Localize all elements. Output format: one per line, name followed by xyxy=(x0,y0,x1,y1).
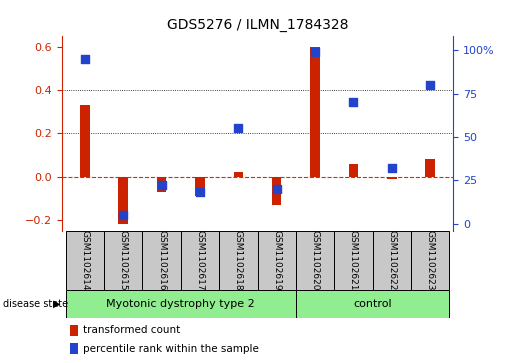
Bar xyxy=(296,231,334,290)
Text: transformed count: transformed count xyxy=(83,325,181,335)
Bar xyxy=(258,231,296,290)
Bar xyxy=(70,343,78,354)
Bar xyxy=(272,176,282,205)
Bar xyxy=(425,159,435,176)
Bar xyxy=(310,47,320,176)
Bar xyxy=(70,325,78,337)
Bar xyxy=(296,290,450,318)
Bar xyxy=(219,231,258,290)
Text: control: control xyxy=(353,299,392,309)
Text: percentile rank within the sample: percentile rank within the sample xyxy=(83,343,259,354)
Bar xyxy=(181,231,219,290)
Bar xyxy=(411,231,450,290)
Text: GSM1102614: GSM1102614 xyxy=(80,230,89,291)
Bar xyxy=(233,172,243,176)
Text: GSM1102618: GSM1102618 xyxy=(234,230,243,291)
Bar xyxy=(80,105,90,176)
Bar xyxy=(65,290,296,318)
Bar xyxy=(65,231,104,290)
Bar xyxy=(334,231,373,290)
Point xyxy=(388,165,396,171)
Point xyxy=(311,49,319,55)
Text: disease state: disease state xyxy=(3,299,67,309)
Text: GSM1102615: GSM1102615 xyxy=(118,230,128,291)
Text: GSM1102621: GSM1102621 xyxy=(349,230,358,291)
Text: GSM1102623: GSM1102623 xyxy=(426,230,435,291)
Bar xyxy=(387,176,397,179)
Bar xyxy=(142,231,181,290)
Point xyxy=(119,212,127,218)
Title: GDS5276 / ILMN_1784328: GDS5276 / ILMN_1784328 xyxy=(167,19,348,33)
Bar xyxy=(118,176,128,224)
Point xyxy=(196,189,204,195)
Text: GSM1102622: GSM1102622 xyxy=(387,230,397,291)
Text: Myotonic dystrophy type 2: Myotonic dystrophy type 2 xyxy=(107,299,255,309)
Bar xyxy=(195,176,205,196)
Point xyxy=(234,125,243,131)
Text: GSM1102617: GSM1102617 xyxy=(195,230,204,291)
Point xyxy=(349,99,357,105)
Text: GSM1102620: GSM1102620 xyxy=(311,230,320,291)
Point xyxy=(158,183,166,188)
Point xyxy=(272,186,281,192)
Bar xyxy=(104,231,142,290)
Point xyxy=(426,82,434,88)
Bar xyxy=(157,176,166,192)
Text: ▶: ▶ xyxy=(53,299,61,309)
Text: GSM1102619: GSM1102619 xyxy=(272,230,281,291)
Bar xyxy=(349,164,358,176)
Bar xyxy=(373,231,411,290)
Point xyxy=(81,56,89,62)
Text: GSM1102616: GSM1102616 xyxy=(157,230,166,291)
